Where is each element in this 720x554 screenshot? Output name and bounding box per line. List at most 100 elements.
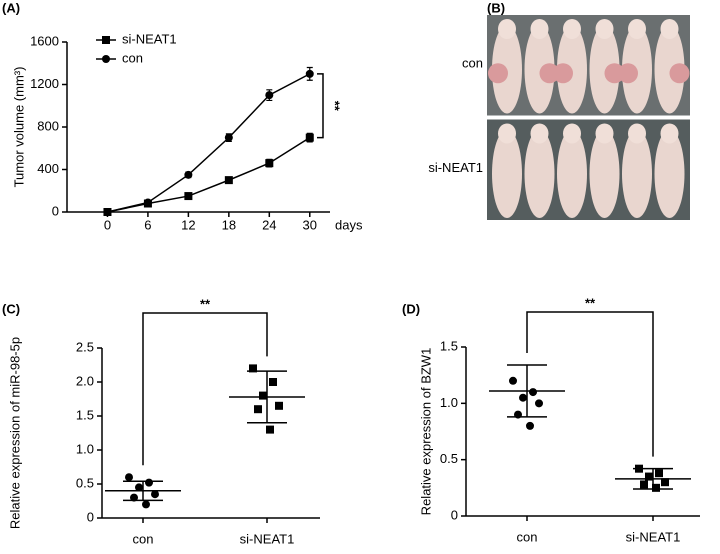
x-tick-label: 18 — [222, 217, 236, 232]
x-tick-label: 24 — [262, 217, 276, 232]
marker — [184, 192, 193, 201]
x-tick-label: con — [133, 531, 154, 546]
marker — [655, 469, 663, 478]
mouse — [654, 25, 685, 114]
mouse — [622, 129, 652, 218]
significance-label: ** — [328, 101, 343, 112]
y-axis-label: Relative expression of BZW1 — [418, 348, 433, 516]
mouse-head — [628, 19, 646, 39]
mouse-head — [530, 19, 549, 39]
tumor — [618, 63, 638, 84]
marker — [265, 91, 274, 100]
mouse-head — [660, 19, 679, 39]
y-tick-label: 0 — [87, 509, 94, 524]
marker — [640, 480, 648, 489]
sd-bar — [247, 370, 287, 424]
marker — [526, 421, 534, 430]
x-axis-label: days — [335, 217, 363, 232]
marker — [145, 478, 153, 487]
x-tick-label: con — [517, 529, 538, 544]
mouse-head — [530, 123, 549, 144]
marker — [143, 198, 152, 207]
marker — [305, 133, 314, 142]
marker — [265, 159, 274, 168]
x-tick-label: si-NEAT1 — [240, 531, 295, 546]
marker — [151, 490, 159, 499]
row-label: con — [462, 56, 483, 71]
sd-bar — [633, 467, 673, 490]
mouse-head — [595, 123, 614, 144]
y-axis-label: Tumor volume (mm³) — [11, 67, 26, 188]
x-tick-label: 30 — [303, 217, 317, 232]
significance-label: ** — [585, 295, 596, 310]
mouse-head — [660, 123, 679, 144]
y-tick-label: 1200 — [30, 76, 59, 91]
mouse — [589, 129, 620, 218]
mouse-head — [563, 123, 581, 144]
mouse-head — [563, 19, 581, 39]
marker — [275, 401, 283, 410]
x-tick-label: 12 — [181, 217, 195, 232]
marker — [249, 364, 257, 373]
mouse-head — [595, 19, 614, 39]
y-tick-label: 1600 — [30, 33, 59, 48]
marker — [509, 376, 517, 385]
mouse — [557, 129, 587, 218]
legend-label: con — [122, 50, 143, 65]
marker — [269, 378, 277, 386]
y-tick-label: 2.5 — [76, 339, 94, 354]
marker — [224, 133, 233, 142]
y-tick-label: 0 — [52, 203, 59, 218]
marker — [266, 425, 274, 434]
sd-bar — [507, 364, 547, 418]
marker — [645, 472, 653, 481]
y-tick-label: 0 — [451, 507, 458, 522]
x-tick-label: si-NEAT1 — [626, 529, 681, 544]
significance-bracket — [317, 73, 324, 139]
panel-label: (B) — [487, 0, 505, 15]
marker — [652, 483, 660, 492]
series-line — [107, 136, 311, 213]
y-tick-label: 1.5 — [440, 338, 458, 353]
marker — [103, 208, 112, 216]
mouse — [492, 129, 522, 218]
y-tick-label: 0.5 — [76, 475, 94, 490]
mouse — [524, 129, 555, 218]
marker — [135, 483, 143, 492]
significance-label: ** — [200, 296, 211, 311]
x-tick-label: 0 — [104, 217, 111, 232]
marker — [305, 69, 314, 78]
marker — [519, 393, 527, 402]
row-label: si-NEAT1 — [428, 160, 483, 175]
y-tick-label: 400 — [37, 161, 59, 176]
marker — [535, 399, 543, 408]
tumor — [669, 63, 690, 84]
mouse-head — [628, 123, 646, 144]
mouse — [589, 25, 620, 114]
y-tick-label: 0.5 — [440, 451, 458, 466]
mouse — [654, 129, 685, 218]
tumor — [488, 63, 508, 84]
sd-bar — [123, 480, 163, 502]
marker — [102, 55, 110, 63]
marker — [184, 170, 193, 179]
marker — [254, 405, 262, 414]
marker — [259, 391, 267, 400]
mouse-head — [498, 19, 516, 39]
marker — [661, 478, 669, 487]
marker — [102, 36, 110, 44]
tumor — [553, 63, 573, 84]
panel-label: (A) — [2, 0, 20, 15]
y-axis-label: Relative expression of miR-98-5p — [7, 337, 22, 529]
series-line — [107, 73, 311, 213]
marker — [142, 500, 150, 509]
y-tick-label: 1.5 — [76, 407, 94, 422]
panel-label: (D) — [402, 301, 420, 316]
panel-label: (C) — [2, 301, 20, 316]
marker — [224, 176, 233, 185]
marker — [529, 388, 537, 397]
y-tick-label: 1.0 — [76, 441, 94, 456]
y-tick-label: 1.0 — [440, 395, 458, 410]
